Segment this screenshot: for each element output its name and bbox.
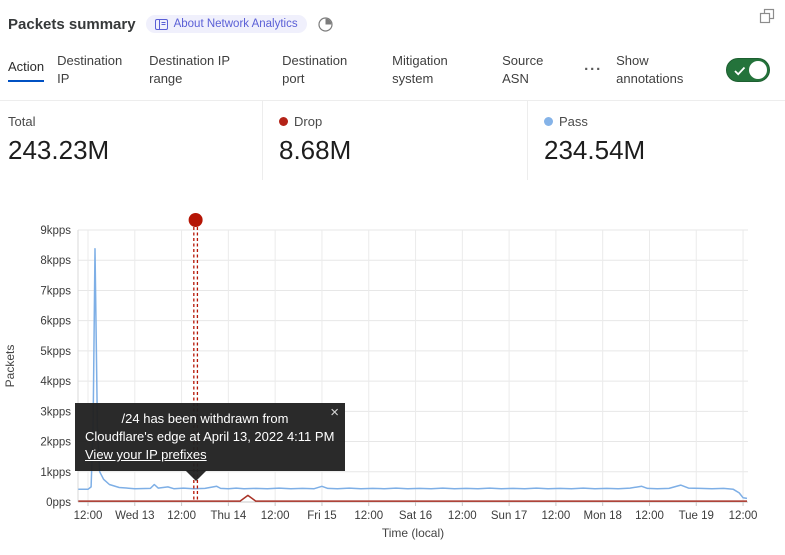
y-tick-label: 7kpps bbox=[40, 285, 71, 297]
annotation-tooltip: /24 has been withdrawn from Cloudflare's… bbox=[75, 403, 345, 481]
tab-destination-ip[interactable]: Destination IP bbox=[57, 52, 129, 88]
annotation-dot[interactable] bbox=[188, 213, 203, 227]
tooltip-text-line1: /24 has been withdrawn from bbox=[121, 411, 289, 426]
y-tick-label: 5kpps bbox=[40, 346, 71, 358]
stat-label: Drop bbox=[294, 114, 323, 129]
tab-label: Mitigation system bbox=[392, 53, 448, 86]
view-ip-prefixes-link[interactable]: View your IP prefixes bbox=[85, 447, 207, 462]
tab-label: Action bbox=[8, 59, 45, 74]
y-tick-label: 2kpps bbox=[40, 437, 71, 449]
toggle-knob bbox=[749, 61, 767, 79]
tab-destination-port[interactable]: Destination port bbox=[282, 52, 358, 88]
x-tick-label: Sun 17 bbox=[491, 510, 527, 522]
y-tick-label: 8kpps bbox=[40, 255, 71, 267]
packets-chart: 9kpps 8kpps 7kpps 6kpps 5kpps 4kpps 3kpps 2kpps… bbox=[0, 210, 785, 555]
stat-pass[interactable]: Pass 234.54M bbox=[527, 101, 785, 180]
y-tick-label: 0pps bbox=[46, 497, 71, 509]
x-tick-label: 12:00 bbox=[542, 510, 571, 522]
page-title: Packets summary bbox=[8, 15, 136, 33]
stat-value: 8.68M bbox=[279, 135, 352, 165]
stat-drop[interactable]: Drop 8.68M bbox=[262, 101, 527, 180]
card-header: Packets summary About Network Analytics bbox=[8, 8, 775, 40]
x-tick-label: Wed 13 bbox=[115, 510, 154, 522]
tab-mitigation-system[interactable]: Mitigation system bbox=[392, 52, 462, 88]
close-icon[interactable]: × bbox=[330, 404, 339, 421]
x-tick-label: 12:00 bbox=[354, 510, 383, 522]
x-tick-label: 12:00 bbox=[261, 510, 290, 522]
summary-stats: Total 243.23M Drop 8.68M Pass 234.54M bbox=[0, 100, 785, 180]
show-annotations-label: Show annotations bbox=[616, 53, 684, 86]
stat-value: 243.23M bbox=[8, 135, 110, 165]
stat-label: Pass bbox=[559, 114, 588, 129]
x-tick-label: Thu 14 bbox=[210, 510, 246, 522]
stat-value: 234.54M bbox=[544, 135, 646, 165]
x-tick-label: Fri 15 bbox=[307, 510, 336, 522]
tab-label: Destination IP range bbox=[149, 53, 230, 86]
x-axis-title: Time (local) bbox=[382, 526, 444, 540]
series-line-drop[interactable] bbox=[78, 494, 747, 502]
x-tick-label: Sat 16 bbox=[399, 510, 432, 522]
ellipsis-icon: ··· bbox=[584, 61, 603, 78]
y-tick-label: 9kpps bbox=[40, 225, 71, 237]
tab-destination-ip-range[interactable]: Destination IP range bbox=[149, 52, 245, 88]
y-tick-label: 6kpps bbox=[40, 316, 71, 328]
tab-label: Destination port bbox=[282, 53, 348, 86]
check-icon bbox=[734, 63, 746, 81]
x-tick-label: 12:00 bbox=[729, 510, 758, 522]
pass-dot-icon bbox=[544, 117, 553, 126]
show-annotations-toggle[interactable] bbox=[726, 58, 770, 82]
dimension-tabs: Action Destination IP Destination IP ran… bbox=[0, 45, 785, 95]
y-axis-title: Packets bbox=[3, 345, 17, 388]
tab-label: Destination IP bbox=[57, 53, 123, 86]
about-network-analytics-badge[interactable]: About Network Analytics bbox=[145, 15, 307, 33]
y-tick-label: 4kpps bbox=[40, 376, 71, 388]
more-tabs-button[interactable]: ··· bbox=[584, 62, 602, 77]
tab-source-asn[interactable]: Source ASN bbox=[502, 52, 552, 88]
badge-label: About Network Analytics bbox=[173, 18, 298, 30]
x-tick-label: 12:00 bbox=[635, 510, 664, 522]
popout-icon[interactable] bbox=[759, 8, 775, 24]
stat-total[interactable]: Total 243.23M bbox=[0, 101, 262, 180]
x-tick-label: Tue 19 bbox=[679, 510, 714, 522]
x-tick-label: 12:00 bbox=[167, 510, 196, 522]
y-tick-label: 3kpps bbox=[40, 406, 71, 418]
tab-label: Source ASN bbox=[502, 53, 544, 86]
packets-time-series[interactable]: 9kpps 8kpps 7kpps 6kpps 5kpps 4kpps 3kpps 2kpps… bbox=[0, 210, 785, 555]
y-tick-label: 1kpps bbox=[40, 467, 71, 479]
tooltip-text-line2: Cloudflare's edge at April 13, 2022 4:11… bbox=[85, 429, 335, 444]
x-tick-label: 12:00 bbox=[448, 510, 477, 522]
book-icon bbox=[154, 18, 168, 30]
drop-dot-icon bbox=[279, 117, 288, 126]
x-tick-label: 12:00 bbox=[74, 510, 103, 522]
tab-action[interactable]: Action bbox=[8, 58, 45, 82]
series-line-pass[interactable] bbox=[78, 247, 748, 500]
x-tick-label: Mon 18 bbox=[584, 510, 622, 522]
clock-icon[interactable] bbox=[317, 16, 334, 33]
stat-label: Total bbox=[8, 114, 36, 129]
